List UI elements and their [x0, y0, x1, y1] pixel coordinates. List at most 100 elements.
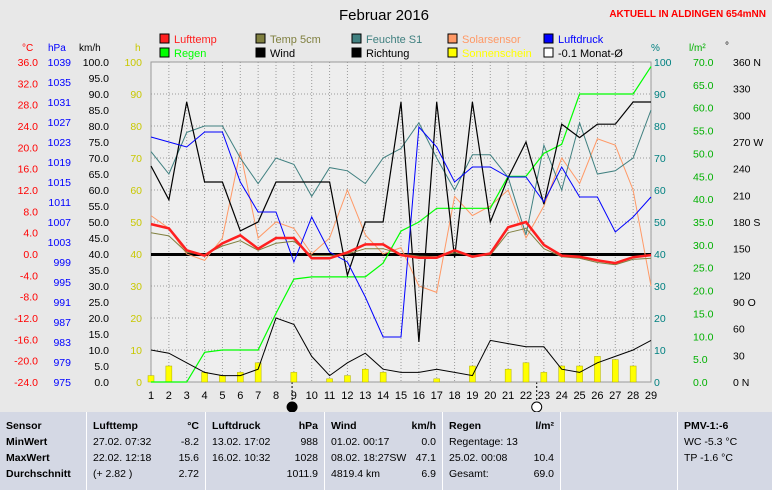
- axis-units: °C hPa km/h h % l/m² °: [22, 41, 729, 54]
- sunshine-bar: [165, 365, 173, 383]
- x-tick-label: 9: [291, 390, 297, 402]
- tick-label-wind: 95.0: [89, 73, 110, 85]
- stats-panel: Sensor MinWert MaxWert Durchschnitt Luft…: [0, 412, 772, 490]
- tick-label-humidity: 10: [654, 345, 666, 357]
- legend-label: Regen: [174, 48, 206, 60]
- tick-label-wind: 60.0: [89, 185, 110, 197]
- tick-label-temp: -24.0: [14, 377, 38, 389]
- tick-label-wind: 20.0: [89, 313, 110, 325]
- tick-label-wind: 10.0: [89, 345, 110, 357]
- wind-unit: km/h: [411, 420, 436, 432]
- x-tick-label: 17: [431, 390, 443, 402]
- legend-swatch: [351, 33, 362, 44]
- legend-label: Feuchte S1: [366, 34, 422, 46]
- x-tick-label: 16: [413, 390, 425, 402]
- tick-label-humidity: 70: [654, 153, 666, 165]
- tick-label-wind: 40.0: [89, 249, 110, 261]
- tick-label-wind: 50.0: [89, 217, 110, 229]
- sunshine-bar: [504, 368, 512, 383]
- luftdruck-title: Luftdruck: [212, 420, 261, 432]
- x-tick-label: 7: [255, 390, 261, 402]
- legend-label: Richtung: [366, 48, 409, 60]
- legend-label: -0.1 Monat-Ø: [558, 48, 623, 60]
- tick-label-temp: 24.0: [18, 121, 39, 133]
- series-line-lufttemp: [150, 220, 652, 265]
- legend-swatch: [255, 33, 266, 44]
- x-tick-label: 29: [645, 390, 657, 402]
- sunshine-bar: [522, 362, 530, 383]
- tick-label-sun: 80: [130, 121, 142, 133]
- tick-label-sun: 30: [130, 281, 142, 293]
- tick-label-direction: 210: [733, 190, 751, 202]
- tick-label-direction: 120: [733, 270, 751, 282]
- sunshine-bar: [629, 365, 637, 383]
- tick-label-temp: -20.0: [14, 356, 38, 368]
- x-tick-label: 25: [573, 390, 585, 402]
- axes: 36.032.028.024.020.016.012.08.04.00.0-4.…: [14, 57, 763, 412]
- tick-label-direction: 330: [733, 84, 751, 96]
- x-tick-label: 22: [520, 390, 532, 402]
- lufttemp-title: Lufttemp: [93, 420, 138, 432]
- luftdruck-min-value: 988: [300, 436, 318, 448]
- tick-label-direction: 60: [733, 324, 745, 336]
- sunshine-bar: [254, 362, 262, 383]
- unit-direction: °: [725, 41, 729, 52]
- tick-label-rain: 15.0: [693, 308, 714, 320]
- x-tick-label: 5: [219, 390, 225, 402]
- tick-label-pressure: 1007: [48, 217, 72, 229]
- tick-label-direction: 240: [733, 164, 751, 176]
- sunshine-bar: [433, 378, 440, 383]
- tick-label-wind: 65.0: [89, 169, 110, 181]
- tick-label-wind: 35.0: [89, 265, 110, 277]
- regen-max-time: 25.02. 00:08: [449, 452, 508, 464]
- tick-label-pressure: 1011: [48, 197, 71, 209]
- x-tick-label: 3: [184, 390, 190, 402]
- legend: Lufttemp Temp 5cm Feuchte S1 Solarsensor Luf…: [159, 33, 623, 60]
- regen-panel: Regen l/m² Regentage: 13 25.02. 00:08 10…: [443, 412, 560, 490]
- legend-label: Sonnenschein: [462, 48, 532, 60]
- tick-label-rain: 65.0: [693, 80, 714, 92]
- tick-label-wind: 70.0: [89, 153, 110, 165]
- moon-new-icon: [286, 401, 298, 412]
- tick-label-wind: 15.0: [89, 329, 110, 341]
- wind-panel: Wind km/h 01.02. 00:17 0.0 08.02. 18:27S…: [325, 412, 442, 490]
- unit-pressure: hPa: [48, 43, 66, 54]
- tick-label-sun: 20: [130, 313, 142, 325]
- tick-label-direction: 150: [733, 244, 751, 256]
- tick-label-rain: 50.0: [693, 148, 714, 160]
- legend-swatch: [159, 47, 170, 58]
- x-tick-label: 6: [237, 390, 243, 402]
- sensor-panel: Sensor MinWert MaxWert Durchschnitt: [0, 412, 86, 490]
- wind-min-value: 0.0: [421, 436, 436, 448]
- tick-label-wind: 80.0: [89, 121, 110, 133]
- x-tick-label: 4: [202, 390, 208, 402]
- sunshine-bar: [219, 375, 226, 383]
- luftdruck-avg-value: 1011.9: [286, 468, 318, 480]
- luftdruck-max-time: 16.02. 10:32: [212, 452, 271, 464]
- x-tick-label: 12: [341, 390, 353, 402]
- wind-min-time: 01.02. 00:17: [331, 436, 390, 448]
- tick-label-rain: 25.0: [693, 263, 714, 275]
- legend-swatch: [159, 33, 170, 44]
- tick-label-humidity: 20: [654, 313, 666, 325]
- regen-max-value: 10.4: [533, 452, 554, 464]
- tick-label-temp: 20.0: [18, 142, 39, 154]
- tick-label-wind: 45.0: [89, 233, 110, 245]
- sunshine-bar: [237, 372, 244, 383]
- x-tick-label: 28: [627, 390, 639, 402]
- tick-label-temp: 8.0: [23, 206, 38, 218]
- tick-label-temp: -16.0: [14, 334, 38, 346]
- tick-label-rain: 60.0: [693, 103, 714, 115]
- pmv-windchill: WC -5.3 °C: [684, 436, 738, 448]
- tick-label-temp: 28.0: [18, 100, 39, 112]
- tick-label-sun: 90: [130, 89, 142, 101]
- tick-label-sun: 60: [130, 185, 142, 197]
- tick-label-rain: 30.0: [693, 240, 714, 252]
- legend-swatch: [255, 47, 266, 58]
- wind-avg-value: 6.9: [421, 468, 436, 480]
- tick-label-sun: 100: [124, 57, 142, 69]
- sunshine-bar: [540, 372, 548, 383]
- tick-label-rain: 35.0: [693, 217, 714, 229]
- series-line-wind: [150, 317, 652, 377]
- x-tick-label: 26: [591, 390, 603, 402]
